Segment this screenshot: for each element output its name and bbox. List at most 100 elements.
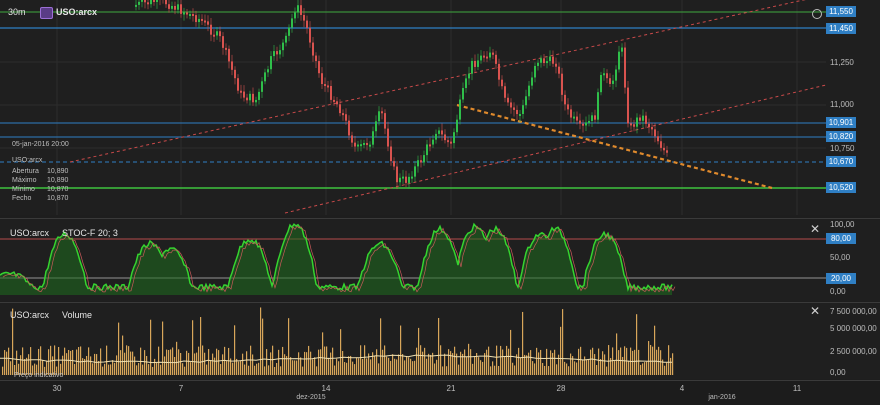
- stochastic-panel[interactable]: USO:arcx STOC-F 20; 3 ✕ 100,00 80,00 50,…: [0, 218, 880, 301]
- candle-body: [591, 115, 593, 121]
- volume-bar: [320, 349, 322, 375]
- volume-close-icon[interactable]: ✕: [810, 304, 821, 318]
- volume-bar: [92, 363, 94, 375]
- volume-bar: [12, 308, 14, 375]
- clock-icon[interactable]: [812, 9, 822, 19]
- candle-body: [594, 115, 596, 120]
- stochastic-chart[interactable]: [0, 219, 880, 301]
- candle-body: [588, 120, 590, 123]
- volume-bar: [380, 318, 382, 375]
- price-chart[interactable]: [0, 0, 880, 215]
- channel-line: [284, 84, 827, 214]
- volume-bar: [222, 354, 224, 375]
- volume-chart[interactable]: [0, 303, 880, 379]
- candle-body: [348, 120, 350, 136]
- volume-bar: [556, 364, 558, 375]
- volume-bar: [476, 353, 478, 375]
- candle-body: [354, 142, 356, 147]
- volume-bar: [410, 358, 412, 375]
- volume-bar: [130, 351, 132, 375]
- stoch-label-80: 80,00: [826, 233, 856, 244]
- volume-bar: [516, 354, 518, 375]
- volume-bar: [34, 363, 36, 375]
- volume-bar: [206, 364, 208, 375]
- volume-bar: [232, 362, 234, 375]
- volume-bar: [466, 357, 468, 375]
- volume-bar: [52, 356, 54, 375]
- volume-bar: [458, 364, 460, 375]
- time-tick: 28: [556, 384, 566, 393]
- info-row-open: Abertura 10,890: [12, 168, 68, 175]
- volume-bar: [70, 350, 72, 375]
- symbol-label[interactable]: USO:arcx: [56, 7, 98, 17]
- info-label: Máximo: [12, 177, 37, 184]
- candle-body: [531, 77, 533, 86]
- stoch-signal-line: [2, 225, 676, 293]
- candle-body: [642, 115, 644, 121]
- stoch-close-icon[interactable]: ✕: [810, 222, 821, 236]
- candle-body: [330, 86, 332, 100]
- volume-bar: [514, 365, 516, 375]
- volume-bar: [586, 359, 588, 375]
- volume-bar: [98, 361, 100, 375]
- candle-body: [492, 52, 494, 55]
- volume-bar: [134, 356, 136, 375]
- candle-body: [663, 147, 665, 151]
- volume-bar: [552, 352, 554, 375]
- volume-symbol: USO:arcx: [10, 310, 50, 320]
- candle-body: [141, 0, 143, 2]
- volume-bar: [524, 354, 526, 375]
- volume-bar: [546, 348, 548, 375]
- info-label: Abertura: [12, 168, 39, 175]
- volume-bar: [316, 366, 318, 375]
- candle-body: [180, 4, 182, 14]
- candle-body: [282, 42, 284, 51]
- volume-bar: [286, 356, 288, 375]
- volume-bar: [342, 351, 344, 375]
- volume-bar: [234, 325, 236, 375]
- volume-bar: [632, 350, 634, 375]
- stoch-symbol: USO:arcx: [10, 228, 50, 238]
- volume-bar: [634, 349, 636, 375]
- volume-bar: [384, 345, 386, 375]
- volume-bar: [528, 352, 530, 375]
- candle-body: [621, 47, 623, 52]
- volume-bar: [314, 357, 316, 375]
- timeframe-label[interactable]: 30m: [8, 7, 26, 17]
- candle-body: [246, 97, 248, 101]
- volume-bar: [284, 354, 286, 375]
- candle-body: [339, 104, 341, 114]
- volume-bar: [362, 358, 364, 375]
- volume-bar: [412, 361, 414, 375]
- candle-body: [366, 142, 368, 146]
- volume-bar: [420, 345, 422, 375]
- volume-bar: [152, 366, 154, 375]
- time-axis[interactable]: 30 7 14 21 28 4 11 dez-2015 jan-2016: [0, 380, 880, 405]
- volume-panel[interactable]: USO:arcx Volume ✕ 7 500 000,00 5 000 000…: [0, 302, 880, 379]
- volume-bar: [158, 346, 160, 375]
- price-chart-panel[interactable]: 30m USO:arcx 11,550 11,450 11,250 11,000…: [0, 0, 880, 215]
- volume-bar: [344, 362, 346, 375]
- volume-bar: [212, 353, 214, 375]
- candle-body: [174, 5, 176, 10]
- volume-bar: [526, 355, 528, 375]
- volume-bar: [324, 346, 326, 375]
- volume-bar: [564, 361, 566, 375]
- volume-bar: [670, 357, 672, 375]
- volume-bar: [470, 349, 472, 375]
- volume-axis-tick: 2 500 000,00: [830, 347, 877, 356]
- candle-body: [516, 109, 518, 115]
- candle-body: [429, 144, 431, 147]
- volume-bar: [494, 365, 496, 375]
- volume-bar: [602, 351, 604, 375]
- info-symbol: USO:arcx: [12, 157, 43, 164]
- candle-body: [441, 130, 443, 135]
- candle-body: [477, 60, 479, 67]
- candle-body: [480, 55, 482, 61]
- volume-bar: [578, 348, 580, 375]
- volume-bar: [332, 347, 334, 375]
- volume-bar: [108, 364, 110, 375]
- volume-bar: [282, 346, 284, 375]
- volume-bar: [310, 351, 312, 375]
- candle-body: [504, 86, 506, 98]
